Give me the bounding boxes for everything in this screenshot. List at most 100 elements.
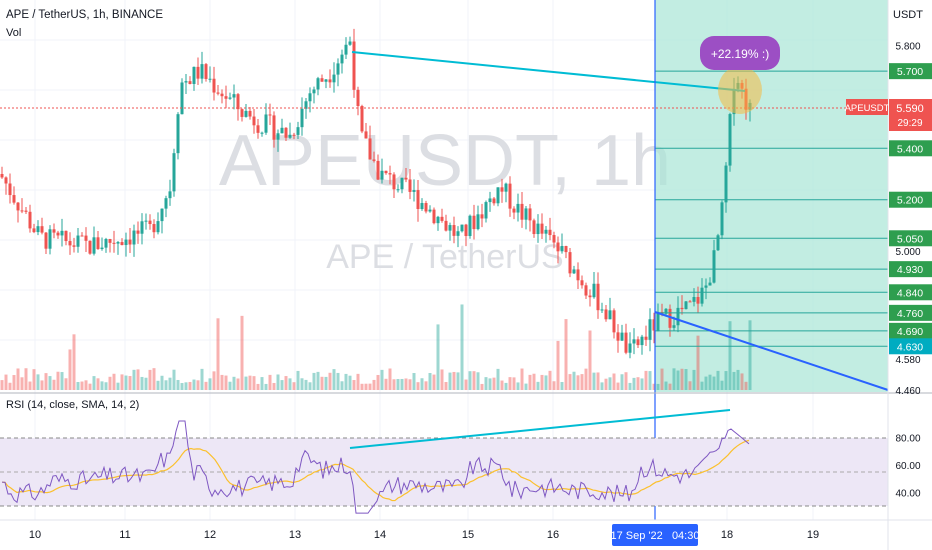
- candle-body: [352, 41, 356, 90]
- volume-bar: [656, 383, 660, 390]
- volume-bar: [584, 368, 588, 390]
- volume-bar: [504, 382, 508, 390]
- candle-body: [564, 246, 568, 253]
- time-tick-label: 16: [547, 529, 559, 541]
- volume-bar: [688, 381, 692, 390]
- gain-annotation[interactable]: +22.19% :): [700, 36, 780, 70]
- candle-body: [584, 285, 588, 296]
- candle-body: [716, 235, 720, 251]
- candle-body: [76, 235, 80, 247]
- volume-bar: [288, 378, 292, 390]
- volume-bar: [108, 376, 112, 390]
- volume-bar: [144, 377, 148, 390]
- candle-body: [424, 203, 428, 212]
- candle-body: [16, 202, 20, 211]
- volume-bar: [204, 381, 208, 390]
- candles-layer: [0, 28, 752, 359]
- volume-bar: [668, 383, 672, 390]
- volume-bar: [276, 374, 280, 390]
- volume-bar: [272, 382, 276, 390]
- volume-bar: [748, 320, 752, 390]
- volume-bar: [168, 377, 172, 390]
- volume-bar: [564, 319, 568, 390]
- volume-bar: [244, 376, 248, 390]
- candle-body: [532, 220, 536, 235]
- volume-bar: [84, 380, 88, 390]
- candle-body: [256, 125, 260, 133]
- candle-body: [232, 94, 236, 98]
- volume-bar: [448, 372, 452, 390]
- candle-body: [80, 235, 84, 237]
- candle-body: [720, 202, 724, 236]
- time-tick-label: 14: [374, 529, 386, 541]
- volume-bar: [192, 379, 196, 390]
- cursor-time-label: 17 Sep '22 04:30: [611, 530, 700, 542]
- rsi-lines: [1, 420, 750, 514]
- candle-body: [8, 183, 12, 196]
- candle-body: [596, 283, 600, 311]
- volume-bar: [404, 378, 408, 390]
- candle-body: [576, 269, 580, 281]
- time-tick-label: 12: [204, 529, 216, 541]
- candle-body: [728, 114, 732, 166]
- volume-bar: [140, 376, 144, 390]
- candle-body: [604, 309, 608, 320]
- volume-bar: [608, 377, 612, 390]
- volume-bar: [572, 371, 576, 390]
- levels-layer: [655, 70, 888, 347]
- rsi-title[interactable]: RSI (14, close, SMA, 14, 2): [6, 399, 139, 411]
- level-tag-label: 5.200: [897, 195, 923, 207]
- candle-body: [12, 195, 16, 203]
- volume-label[interactable]: Vol: [6, 27, 21, 39]
- volume-bar: [544, 375, 548, 390]
- candle-body: [116, 242, 120, 244]
- volume-bar: [508, 377, 512, 390]
- rsi-divergence-line[interactable]: [349, 409, 731, 449]
- volume-bar: [312, 372, 316, 390]
- candle-body: [336, 63, 340, 75]
- support-trendline[interactable]: [654, 311, 889, 391]
- volume-bar: [256, 383, 260, 390]
- candle-body: [268, 114, 272, 116]
- volume-bar: [496, 368, 500, 390]
- volume-bar: [616, 382, 620, 390]
- candle-body: [32, 228, 36, 233]
- candle-body: [468, 215, 472, 237]
- volume-bar: [236, 378, 240, 390]
- volume-bar: [532, 373, 536, 390]
- candle-body: [620, 332, 624, 341]
- candle-body: [708, 282, 712, 286]
- volume-bar: [360, 383, 364, 390]
- candle-body: [636, 339, 640, 346]
- volume-bar: [320, 376, 324, 390]
- candle-body: [68, 241, 72, 246]
- volume-bar: [212, 371, 216, 390]
- volume-bar: [0, 380, 4, 390]
- volume-bar: [196, 380, 200, 390]
- watermark-pair: APE / TetherUS: [326, 238, 564, 276]
- candle-body: [524, 208, 528, 220]
- candle-body: [440, 216, 444, 221]
- time-tick-label: 10: [29, 529, 41, 541]
- candle-body: [264, 114, 268, 133]
- candle-body: [552, 235, 556, 243]
- volume-bar: [124, 375, 128, 390]
- volume-bar: [356, 373, 360, 390]
- volume-bar: [412, 373, 416, 390]
- volume-bar: [164, 380, 168, 390]
- time-tick-label: 11: [119, 529, 130, 541]
- volume-bar: [556, 340, 560, 390]
- volume-bar: [500, 380, 504, 390]
- candle-body: [488, 198, 492, 203]
- volume-bar: [172, 369, 176, 390]
- symbol-title[interactable]: APE / TetherUS, 1h, BINANCE: [6, 9, 163, 21]
- candle-body: [324, 79, 328, 82]
- resistance-trendline[interactable]: [351, 51, 746, 92]
- volume-bar: [408, 379, 412, 390]
- candle-body: [568, 252, 572, 274]
- volume-bar: [536, 381, 540, 390]
- volume-bar: [372, 379, 376, 390]
- candle-body: [52, 229, 56, 233]
- rsi-tick-label: 40.00: [895, 489, 920, 500]
